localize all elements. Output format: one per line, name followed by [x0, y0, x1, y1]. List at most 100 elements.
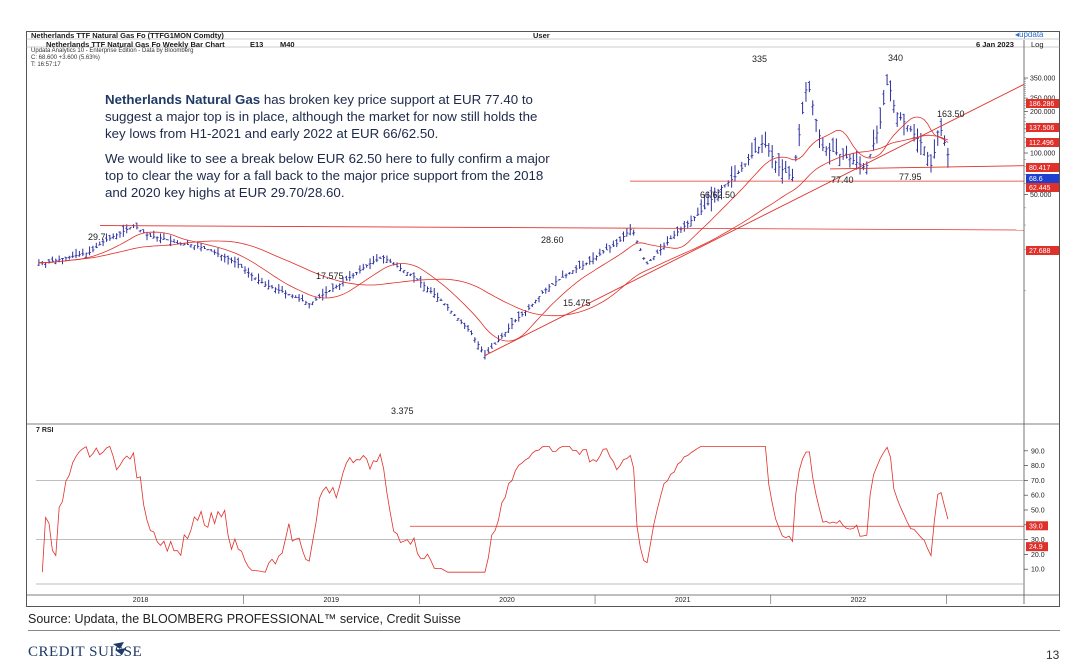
ohlc-bar: [851, 152, 855, 165]
ohlc-bar: [743, 163, 747, 168]
ohlc-bar: [297, 294, 301, 302]
ohlc-bar: [709, 186, 713, 212]
ohlc-bar: [632, 229, 636, 236]
ohlc-bar: [510, 317, 514, 330]
source-note: Source: Updata, the BLOOMBERG PROFESSION…: [28, 612, 461, 626]
ohlc-bar: [885, 74, 889, 86]
ohlc-bar: [905, 125, 909, 132]
value-tag: 68.6: [1026, 174, 1059, 183]
ohlc-bar: [290, 294, 294, 299]
price-annotation: 163.50: [937, 109, 965, 119]
ohlc-bar: [507, 323, 511, 333]
value-tag-box: [1026, 246, 1059, 255]
ohlc-bar: [101, 239, 105, 247]
ohlc-bar: [638, 248, 642, 251]
ohlc-bar: [202, 245, 206, 250]
ohlc-bar: [172, 238, 176, 243]
commentary-paragraph-2: We would like to see a break below EUR 6…: [105, 151, 550, 200]
ohlc-bar: [574, 265, 578, 274]
ohlc-bar: [327, 290, 331, 293]
ohlc-bar: [831, 137, 835, 153]
ohlc-bar: [777, 153, 781, 177]
ohlc-bar: [544, 287, 548, 294]
value-tag-box: [1026, 183, 1059, 192]
ohlc-bar: [439, 298, 443, 301]
ohlc-bar: [811, 100, 815, 116]
rsi-value-tag-box: [1026, 521, 1048, 531]
chart-ma: M40: [280, 40, 295, 49]
ohlc-bar: [490, 342, 494, 349]
ohlc-bar: [503, 331, 507, 337]
price-annotation: 77.40: [831, 175, 854, 185]
ohlc-bar: [162, 233, 166, 240]
ohlc-bar: [77, 250, 81, 257]
ohlc-bar: [692, 216, 696, 222]
ohlc-bar: [807, 80, 811, 93]
ohlc-bar: [429, 287, 433, 294]
ohlc-bar: [787, 165, 791, 180]
credit-suisse-logo: CREDIT SUISSE: [28, 644, 143, 660]
ohlc-bar: [608, 245, 612, 253]
ohlc-bar: [584, 262, 588, 266]
ohlc-bar: [943, 135, 947, 146]
rsi-y-tick-label: 20.0: [1031, 552, 1045, 559]
ohlc-bar: [267, 279, 271, 290]
ohlc-bar: [358, 265, 362, 274]
ohlc-bar: [922, 146, 926, 156]
y-tick-label: 100.000: [1030, 151, 1055, 158]
ohlc-bar: [895, 112, 899, 127]
ohlc-bar: [273, 287, 277, 294]
value-tag: 186.286: [1026, 99, 1059, 108]
ohlc-bar: [932, 139, 936, 159]
updata-brand: ◂updata: [1015, 30, 1043, 39]
ohlc-bar: [814, 118, 818, 132]
ohlc-bars: [37, 74, 950, 360]
ohlc-bar: [382, 255, 386, 264]
ohlc-bar: [946, 147, 950, 168]
ohlc-bar: [790, 168, 794, 182]
x-tick-label: 2018: [133, 597, 149, 604]
ohlc-bar: [422, 281, 426, 292]
ohlc-bar: [665, 236, 669, 246]
rsi-value-tag-label: 39.0: [1029, 523, 1043, 530]
ohlc-bar: [611, 240, 615, 248]
ohlc-bar: [699, 199, 703, 216]
ohlc-bar: [128, 227, 132, 230]
ohlc-bar: [486, 347, 490, 353]
y-tick-label: 350.000: [1030, 76, 1055, 83]
ma-40-line: [38, 134, 949, 317]
ohlc-bar: [236, 257, 240, 269]
ohlc-bar: [662, 242, 666, 250]
ohlc-bar: [713, 187, 717, 203]
ohlc-bar: [233, 256, 237, 268]
ohlc-bar: [131, 224, 135, 229]
ohlc-bar: [615, 238, 619, 248]
value-tag: 80.417: [1026, 163, 1059, 172]
ohlc-bar: [915, 128, 919, 153]
ohlc-bar: [882, 89, 886, 106]
ohlc-bar: [250, 272, 254, 281]
ohlc-bar: [88, 246, 92, 256]
ohlc-bar: [74, 248, 78, 259]
ohlc-bar: [453, 314, 457, 316]
x-tick-label: 2022: [851, 597, 867, 604]
chart-period: E13: [250, 40, 264, 49]
ohlc-bar: [54, 258, 58, 265]
value-tag-label: 68.6: [1029, 176, 1043, 183]
ohlc-bar: [243, 266, 247, 274]
ohlc-bar: [892, 99, 896, 113]
ohlc-bar: [689, 215, 693, 227]
ohlc-bar: [246, 267, 250, 278]
ohlc-bar: [858, 156, 862, 175]
footer-divider: [28, 630, 1060, 631]
value-tag: 27.688: [1026, 246, 1059, 255]
rsi-y-tick-label: 10.0: [1031, 567, 1045, 574]
ohlc-bar: [801, 101, 805, 115]
ohlc-bar: [733, 165, 737, 182]
ohlc-bar: [385, 255, 389, 263]
ohlc-bar: [199, 242, 203, 252]
ohlc-bar: [723, 184, 727, 188]
ohlc-bar: [821, 138, 825, 152]
x-tick-label: 2020: [499, 597, 515, 604]
ohlc-bar: [253, 277, 257, 281]
